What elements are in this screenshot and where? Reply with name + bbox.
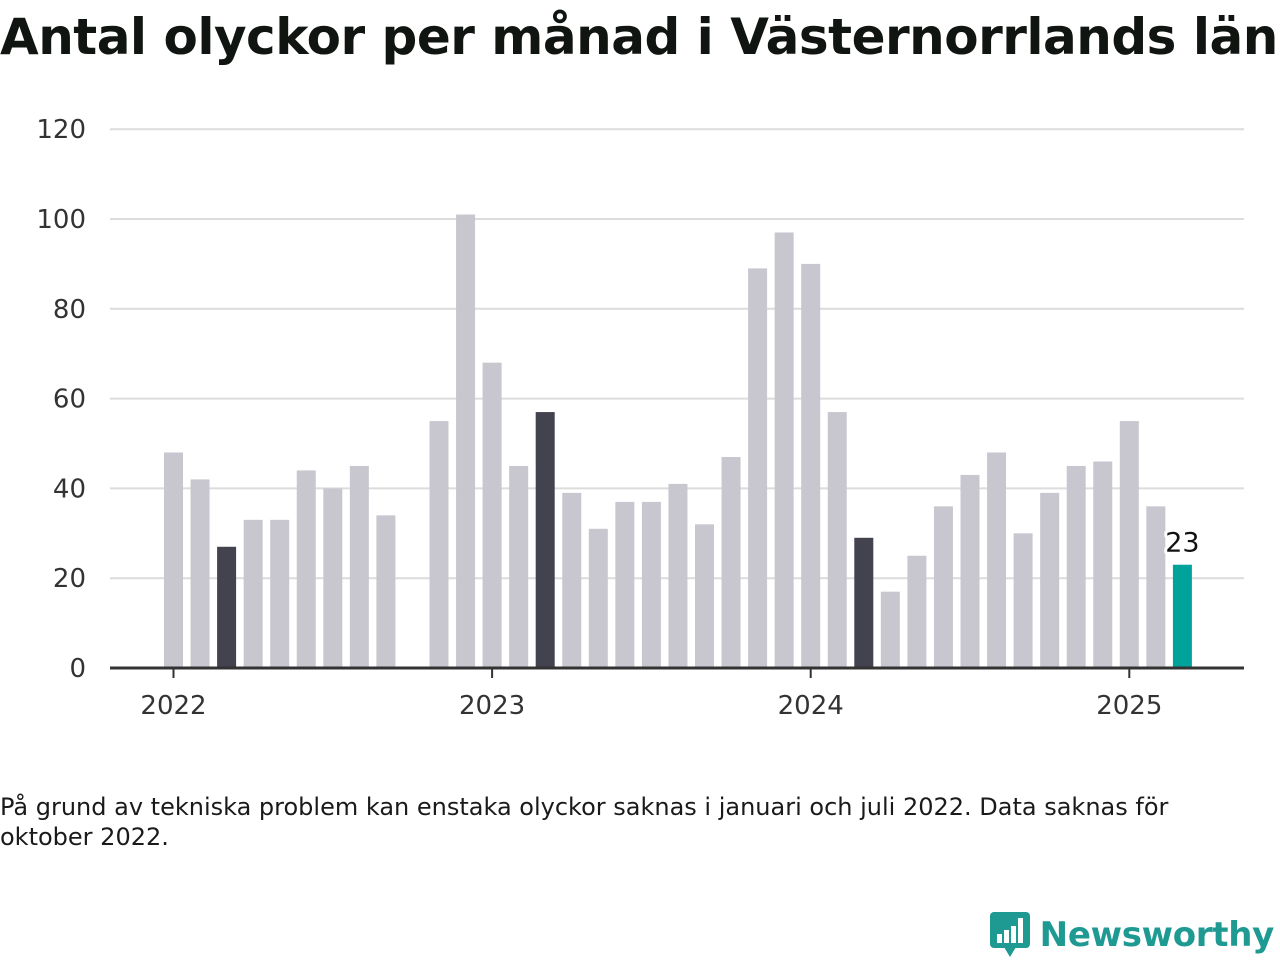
data-labels: 23 xyxy=(1162,525,1202,562)
bar-2023-10 xyxy=(721,456,741,668)
bar-2022-02 xyxy=(190,479,210,668)
bar-chart: 0 20 40 60 80 100 120 2022 2023 2024 2025 23 xyxy=(36,115,1244,721)
bar-2023-07 xyxy=(641,501,661,668)
bar-2022-11 xyxy=(429,421,449,668)
bar-2025-02 xyxy=(1146,506,1166,668)
bar-2022-04 xyxy=(243,519,263,668)
newsworthy-logo: Newsworthy xyxy=(989,912,1275,958)
bar-2024-06 xyxy=(933,506,953,668)
bar-2023-05 xyxy=(588,528,608,668)
bar-2024-01 xyxy=(801,263,821,668)
chart-title: Antal olyckor per månad i Västernorrland… xyxy=(0,8,1278,66)
bar-2022-05 xyxy=(270,519,290,668)
bar-2023-08 xyxy=(668,483,688,668)
bar-2022-08 xyxy=(349,465,369,668)
bar-chart-speech-bubble-icon xyxy=(989,912,1030,957)
x-tick-label: 2023 xyxy=(459,691,525,721)
bar-2024-09 xyxy=(1013,533,1033,668)
x-tick-label: 2025 xyxy=(1096,691,1162,721)
brand-name: Newsworthy xyxy=(1039,915,1275,955)
y-tick-label: 120 xyxy=(36,115,86,145)
y-tick-label: 0 xyxy=(69,654,86,684)
bar-2023-11 xyxy=(748,268,768,668)
bar-2024-04 xyxy=(880,591,900,668)
bar-2022-01 xyxy=(164,452,183,668)
bar-2023-03 xyxy=(535,412,555,668)
y-axis-ticks: 0 20 40 60 80 100 120 xyxy=(36,115,86,684)
bar-2024-10 xyxy=(1040,492,1060,668)
x-tick-label: 2024 xyxy=(778,691,844,721)
bar-2025-03 xyxy=(1172,564,1192,668)
y-tick-label: 60 xyxy=(53,385,86,415)
y-tick-label: 20 xyxy=(53,564,86,594)
bar-2025-01 xyxy=(1119,421,1139,668)
bar-2023-01 xyxy=(482,362,502,668)
bar-2022-09 xyxy=(376,515,396,668)
bar-2023-04 xyxy=(562,492,582,668)
y-tick-label: 100 xyxy=(36,205,86,235)
bar-2024-02 xyxy=(827,412,847,668)
bar-2024-11 xyxy=(1066,465,1086,668)
bar-2022-03 xyxy=(217,546,237,668)
data-label-2025-03: 23 xyxy=(1165,528,1199,559)
y-tick-label: 40 xyxy=(53,474,86,504)
bar-2022-12 xyxy=(456,214,476,668)
bar-2023-06 xyxy=(615,501,635,668)
bar-2022-06 xyxy=(296,470,316,668)
bar-2022-07 xyxy=(323,488,343,668)
x-tick-label: 2022 xyxy=(140,691,206,721)
bar-2023-09 xyxy=(695,524,714,668)
x-axis-ticks: 2022 2023 2024 2025 xyxy=(140,668,1162,721)
bar-2024-12 xyxy=(1093,461,1113,668)
footnote: På grund av tekniska problem kan enstaka… xyxy=(0,793,1169,851)
bar-2024-08 xyxy=(987,452,1007,668)
bars xyxy=(164,214,1192,668)
bar-2023-12 xyxy=(774,232,794,668)
bar-2024-07 xyxy=(960,474,980,668)
y-tick-label: 80 xyxy=(53,295,86,325)
bar-2024-05 xyxy=(907,555,927,668)
bar-2024-03 xyxy=(854,537,874,668)
bar-2023-02 xyxy=(509,465,529,668)
